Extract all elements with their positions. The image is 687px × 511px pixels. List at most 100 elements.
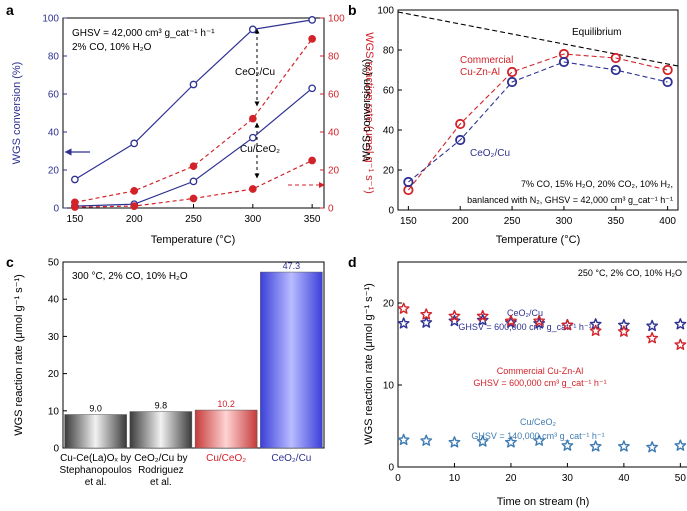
panel-d-star-point [476,314,489,326]
panel-a-point [248,25,257,34]
panel-b-series-line-2 [408,61,668,183]
panel-b-condition-line-1: 7% CO, 15% H₂O, 20% CO₂, 10% H₂, [521,179,673,189]
panel-a-point [189,80,198,89]
panel-d-star-point [505,436,517,448]
panel-d-y-axis-label: WGS reaction rate (μmol g⁻¹ s⁻¹) [363,283,375,445]
panel-c-y-tick-label: 50 [48,258,60,269]
panel-d-label-ceo2-cu-line-2: GHSV = 600,000 cm³ g_cat⁻¹ h⁻¹ [458,322,591,332]
panel-d-star-point [617,325,630,337]
panel-d-label-commercial-line-1: Commercial Cu-Zn-Al [497,366,584,376]
panel-b-x-tick-label: 200 [452,216,469,227]
panel-a-y-tick-label: 20 [48,166,60,177]
panel-d-x-axis-label: Time on stream (h) [497,496,590,508]
panel-b-label-commercial-line-2: Cu-Zn-Al [460,67,500,78]
panel-d-star-point [397,433,410,446]
panel-d-star-point [674,338,687,350]
panel-a-condition-line-2: 2% CO, 10% H₂O [72,42,152,53]
panel-c-bar [194,409,258,449]
panel-d-star-point [420,434,433,446]
panel-d-x-tick-label: 20 [505,473,517,484]
panel-d-star-point [617,440,630,452]
panel-a-point [130,139,139,148]
panel-a-point [248,133,257,142]
panel-c-y-tick-label: 0 [53,444,59,455]
panel-d-star-point [646,441,659,453]
panel-a-point [189,162,198,171]
panel-b-point [506,76,518,88]
panel-b-point [506,66,518,78]
panel-c-bar-category-label: et al. [85,477,107,488]
panel-d-label-commercial-line-2: GHSV = 600,000 cm³ g_cat⁻¹ h⁻¹ [473,378,606,388]
panel-b-series-line-1 [407,53,668,191]
panel-c-bar-category-label: Stephanopoulos [59,465,131,476]
panel-a-label-cu-ceo2: Cu/CeO₂ [240,144,280,155]
panel-c-plot-frame [62,261,325,449]
panel-c-y-tick-label: 10 [48,406,60,417]
panel-b-y-tick-label: 80 [383,46,395,57]
panel-b-chart: 150 200 250 300 350 400 0 20 40 60 80 100 [377,6,679,227]
panel-c-bar [129,411,193,449]
panel-d-star-point [448,314,461,327]
panel-d-star-point [397,302,410,314]
panel-c-bar-category-label: CeO₂/Cu [271,453,311,464]
panel-d-star-point [646,332,659,344]
panel-b-point [662,64,673,76]
panel-c-chart: 0 10 20 30 40 50 9.0 Cu-Ce(La)Oₓ byStephanopoul… [48,258,323,488]
panel-b-point [610,64,621,76]
panel-a-condition-line-1: GHSV = 42,000 cm³ g_cat⁻¹ h⁻¹ [72,28,215,39]
panel-a-point [189,177,198,186]
panel-d-star-point [533,317,546,329]
panel-a-x-tick-label: 200 [126,214,143,225]
panel-a-point [308,35,316,43]
panel-d-star-point [533,434,546,446]
panel-b-y-tick-label: 40 [383,126,395,137]
panel-a-y-right-tick-label: 40 [328,128,340,139]
panel-d-chart: 0 10 20 30 40 50 0 10 20 [383,299,686,485]
panel-d-star-point [533,314,546,327]
panel-a-y-axis-label: WGS conversion (%) [11,62,23,165]
panel-c-y-tick-label: 30 [48,332,60,343]
panel-a-y-axis-label-right: WGS reaction rate (μmol g⁻¹ s⁻¹) [363,32,375,194]
panel-d-x-tick-label: 40 [618,473,630,484]
panel-b-x-tick-label: 350 [607,216,624,227]
panel-letter-b: b [348,2,357,18]
panel-d-label-cu-ceo2-line-1: Cu/CeO₂ [520,417,557,427]
panel-a-y-right-tick-label: 60 [328,90,340,101]
panel-a-x-tick-label: 150 [67,214,84,225]
panel-b-x-tick-label: 150 [400,216,417,227]
panel-c-bar-category-label: CeO₂/Cu by [134,453,187,464]
panel-a-y-tick-label: 0 [53,204,59,215]
panel-a-point [71,175,79,184]
panel-d-star-point [646,319,659,332]
panel-a-y-tick-label: 60 [48,90,60,101]
panel-b-point [403,176,414,188]
panel-d-star-point [674,439,687,451]
panel-d-x-tick-label: 0 [395,473,401,484]
panel-a-point [130,202,139,210]
panel-c-bar-category-label: et al. [150,477,172,488]
panel-a-point [130,187,139,195]
panel-a-y-tick-label: 80 [48,52,60,63]
panel-d-star-point [420,316,433,328]
panel-a-x-axis-label: Temperature (°C) [151,234,235,246]
panel-a-y-right-tick-label: 80 [328,52,340,63]
panel-b-x-tick-label: 400 [659,216,676,227]
panel-b-plot-frame [397,9,679,211]
panel-d-star-point [476,309,489,322]
panel-b-x-axis-label: Temperature (°C) [496,234,580,246]
panel-b-y-tick-label: 100 [377,6,394,17]
panel-letter-d: d [348,254,357,270]
panel-d-star-point [448,436,461,448]
panel-d-x-tick-label: 30 [562,473,574,484]
panel-c-bar-value-label: 9.8 [155,401,168,411]
panel-d-star-point [674,318,687,330]
panel-d-star-point [589,440,602,452]
panel-a-label-ceo2-cu: CeO₂/Cu [235,67,275,78]
panel-d-star-point [505,314,517,327]
panel-a-annotation: GHSV = 42,000 cm³ g_cat⁻¹ h⁻¹ 2% CO, 10%… [72,28,215,53]
panel-c-bar-value-label: 9.0 [89,404,102,414]
panel-b-y-axis-label: WGS conversion (%) [361,59,373,162]
panel-d-x-tick-label: 50 [675,473,687,484]
panel-b-label-commercial-line-1: Commercial [460,55,513,66]
